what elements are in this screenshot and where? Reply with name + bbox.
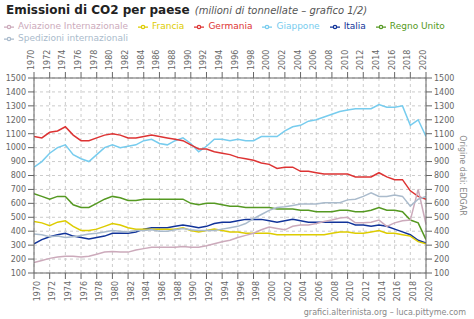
svg-text:800: 800: [11, 171, 26, 180]
svg-text:900: 900: [434, 157, 449, 166]
html-text:Francia: Francia: [152, 21, 185, 31]
svg-text:100: 100: [11, 269, 26, 278]
svg-text:400: 400: [11, 227, 26, 236]
svg-text:1978: 1978: [90, 50, 99, 70]
svg-text:1976: 1976: [74, 50, 83, 70]
svg-text:2008: 2008: [331, 281, 340, 301]
svg-text:1200: 1200: [8, 116, 26, 125]
svg-text:1982: 1982: [127, 281, 136, 301]
svg-text:1980: 1980: [105, 50, 114, 70]
svg-text:1500: 1500: [434, 74, 454, 83]
svg-text:1400: 1400: [8, 88, 26, 97]
svg-text:1980: 1980: [111, 281, 120, 301]
svg-text:2018: 2018: [403, 50, 412, 70]
svg-text:2004: 2004: [294, 50, 303, 70]
svg-text:2016: 2016: [388, 50, 397, 70]
svg-text:1990: 1990: [184, 50, 193, 70]
svg-text:1200: 1200: [434, 116, 454, 125]
svg-text:1992: 1992: [199, 50, 208, 70]
svg-text:800: 800: [434, 171, 449, 180]
svg-text:1996: 1996: [231, 50, 240, 70]
svg-text:2000: 2000: [262, 50, 271, 70]
svg-text:2014: 2014: [372, 50, 381, 70]
svg-text:1100: 1100: [8, 130, 26, 139]
svg-text:1998: 1998: [247, 50, 256, 70]
svg-text:1972: 1972: [43, 50, 52, 70]
svg-text:900: 900: [11, 157, 26, 166]
html-text:Emissioni di CO2 per paese (mi: Emissioni di CO2 per paese (milioni di t…: [6, 3, 368, 17]
svg-text:200: 200: [11, 255, 26, 264]
svg-text:1994: 1994: [215, 50, 224, 70]
html-text:Giappone: Giappone: [276, 21, 320, 31]
svg-text:1400: 1400: [434, 88, 454, 97]
svg-text:2002: 2002: [284, 281, 293, 301]
svg-text:1300: 1300: [8, 102, 26, 111]
svg-text:300: 300: [11, 241, 26, 250]
svg-text:1986: 1986: [152, 50, 161, 70]
svg-text:1990: 1990: [189, 281, 198, 301]
svg-text:1982: 1982: [121, 50, 130, 70]
svg-text:2010: 2010: [346, 281, 355, 301]
svg-text:2012: 2012: [362, 281, 371, 301]
html-text:Aviazione Internazionale: Aviazione Internazionale: [18, 21, 128, 31]
svg-text:100: 100: [434, 269, 449, 278]
svg-text:600: 600: [11, 199, 26, 208]
svg-text:1500: 1500: [8, 74, 26, 83]
svg-text:300: 300: [434, 241, 449, 250]
svg-text:1988: 1988: [174, 281, 183, 301]
svg-text:2020: 2020: [419, 50, 428, 70]
svg-text:1994: 1994: [221, 281, 230, 301]
svg-text:500: 500: [434, 213, 449, 222]
svg-text:1970: 1970: [27, 50, 36, 70]
svg-text:1972: 1972: [48, 281, 57, 301]
svg-text:400: 400: [434, 227, 449, 236]
svg-text:500: 500: [11, 213, 26, 222]
svg-text:1978: 1978: [95, 281, 104, 301]
html-text:Regno Unito: Regno Unito: [389, 21, 445, 31]
svg-text:2006: 2006: [315, 281, 324, 301]
html-text:grafici.alterinista.org – luca: grafici.alterinista.org – luca.pittyme.c…: [303, 308, 466, 317]
svg-text:1974: 1974: [64, 281, 73, 301]
svg-text:1300: 1300: [434, 102, 454, 111]
svg-text:1998: 1998: [252, 281, 261, 301]
svg-text:1100: 1100: [434, 130, 454, 139]
svg-text:1996: 1996: [237, 281, 246, 301]
svg-text:1974: 1974: [58, 50, 67, 70]
svg-text:600: 600: [434, 199, 449, 208]
svg-text:1992: 1992: [205, 281, 214, 301]
svg-text:1970: 1970: [33, 281, 42, 301]
svg-text:1976: 1976: [80, 281, 89, 301]
svg-text:2002: 2002: [278, 50, 287, 70]
svg-text:700: 700: [11, 185, 26, 194]
svg-text:1000: 1000: [8, 143, 26, 152]
svg-text:Origine dati: EDGAR: Origine dati: EDGAR: [458, 135, 466, 216]
svg-text:2006: 2006: [309, 50, 318, 70]
svg-text:700: 700: [434, 185, 449, 194]
svg-text:2004: 2004: [299, 281, 308, 301]
svg-text:2014: 2014: [378, 281, 387, 301]
svg-text:2018: 2018: [409, 281, 418, 301]
html-text:Spedizioni internazionali: Spedizioni internazionali: [18, 33, 128, 43]
svg-text:200: 200: [434, 255, 449, 264]
svg-text:2016: 2016: [393, 281, 402, 301]
svg-text:1986: 1986: [158, 281, 167, 301]
html-text:Italia: Italia: [343, 21, 366, 31]
svg-text:2008: 2008: [325, 50, 334, 70]
svg-text:1988: 1988: [168, 50, 177, 70]
svg-text:2000: 2000: [268, 281, 277, 301]
svg-text:2012: 2012: [356, 50, 365, 70]
svg-text:1984: 1984: [137, 50, 146, 70]
html-text:Germania: Germania: [208, 21, 253, 31]
svg-text:1000: 1000: [434, 143, 454, 152]
svg-text:1984: 1984: [142, 281, 151, 301]
svg-text:2020: 2020: [425, 281, 434, 301]
svg-text:2010: 2010: [341, 50, 350, 70]
